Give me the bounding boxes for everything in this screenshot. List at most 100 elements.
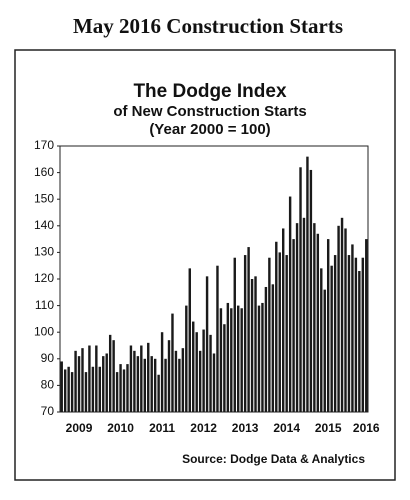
bar bbox=[361, 257, 365, 412]
bar bbox=[164, 358, 167, 412]
y-tick-label: 90 bbox=[41, 351, 55, 365]
bar bbox=[105, 353, 108, 412]
bar bbox=[313, 223, 316, 412]
bar bbox=[282, 228, 285, 412]
bar bbox=[178, 358, 181, 412]
bar bbox=[70, 372, 74, 412]
bar bbox=[288, 196, 292, 412]
bar bbox=[268, 257, 271, 412]
bar bbox=[174, 350, 178, 412]
bar bbox=[74, 350, 77, 412]
bar bbox=[330, 265, 333, 412]
bar bbox=[243, 255, 247, 412]
bar bbox=[209, 334, 212, 412]
page-title: May 2016 Construction Starts bbox=[73, 14, 343, 38]
bar bbox=[323, 289, 326, 412]
bar bbox=[233, 257, 236, 412]
bar bbox=[223, 324, 226, 412]
bar bbox=[185, 305, 188, 412]
bar bbox=[202, 329, 205, 412]
bar bbox=[205, 276, 209, 412]
bar bbox=[337, 225, 340, 412]
y-tick-label: 140 bbox=[34, 218, 54, 232]
y-tick-label: 70 bbox=[41, 404, 55, 418]
bar bbox=[275, 241, 278, 412]
bar bbox=[91, 366, 95, 412]
bar bbox=[77, 356, 81, 412]
bar bbox=[302, 217, 306, 412]
bar bbox=[198, 350, 202, 412]
bar bbox=[108, 334, 112, 412]
y-tick-label: 160 bbox=[34, 165, 54, 179]
bar bbox=[150, 356, 153, 412]
bar bbox=[126, 364, 129, 412]
x-tick-label: 2016 bbox=[353, 421, 380, 435]
bar bbox=[181, 348, 185, 412]
bar bbox=[237, 305, 240, 412]
bar bbox=[326, 239, 330, 412]
bar bbox=[354, 257, 358, 412]
bar bbox=[115, 372, 119, 412]
bar bbox=[147, 342, 150, 412]
y-tick-label: 130 bbox=[34, 245, 54, 259]
bar bbox=[167, 340, 171, 412]
bar bbox=[261, 302, 264, 412]
bar bbox=[188, 268, 191, 412]
bar bbox=[140, 345, 143, 412]
bar bbox=[112, 340, 115, 412]
bar bbox=[157, 374, 160, 412]
bar bbox=[230, 308, 233, 412]
y-tick-label: 100 bbox=[34, 324, 54, 338]
bar bbox=[240, 308, 243, 412]
bar bbox=[344, 228, 347, 412]
bar bbox=[67, 366, 70, 412]
bar bbox=[88, 345, 91, 412]
bar bbox=[247, 247, 250, 412]
bar bbox=[351, 244, 354, 412]
bar bbox=[254, 276, 257, 412]
bar bbox=[153, 358, 157, 412]
x-tick-label: 2014 bbox=[273, 421, 300, 435]
source: Source: Dodge Data & Analytics bbox=[182, 452, 365, 466]
bar bbox=[192, 321, 195, 412]
bar bbox=[278, 252, 281, 412]
bar bbox=[299, 167, 302, 412]
bar bbox=[98, 366, 102, 412]
bar bbox=[160, 332, 164, 412]
bar bbox=[358, 271, 361, 412]
bar bbox=[316, 233, 320, 412]
bar bbox=[347, 255, 351, 412]
y-tick-label: 80 bbox=[41, 378, 55, 392]
x-tick-label: 2015 bbox=[315, 421, 342, 435]
bar bbox=[219, 308, 223, 412]
bar bbox=[119, 364, 122, 412]
bar bbox=[133, 350, 136, 412]
bar bbox=[195, 332, 198, 412]
chart-title: The Dodge Index bbox=[133, 81, 287, 102]
bar bbox=[216, 265, 219, 412]
bar bbox=[60, 361, 63, 412]
bar bbox=[171, 313, 174, 412]
bar bbox=[340, 217, 344, 412]
bar bbox=[102, 356, 105, 412]
bar bbox=[81, 348, 84, 412]
x-tick-label: 2013 bbox=[232, 421, 259, 435]
bar bbox=[257, 305, 261, 412]
chart-subtitle: (Year 2000 = 100) bbox=[149, 121, 270, 138]
bar bbox=[212, 353, 216, 412]
bar bbox=[365, 239, 368, 412]
x-tick-label: 2009 bbox=[66, 421, 93, 435]
y-tick-label: 120 bbox=[34, 271, 54, 285]
bar bbox=[333, 255, 337, 412]
x-tick-label: 2012 bbox=[190, 421, 217, 435]
bar bbox=[264, 286, 268, 412]
bar bbox=[320, 268, 323, 412]
bar bbox=[295, 223, 299, 412]
bar bbox=[309, 169, 313, 412]
y-tick-label: 150 bbox=[34, 191, 54, 205]
chart-frame bbox=[14, 49, 396, 481]
bar bbox=[292, 239, 295, 412]
bar bbox=[306, 156, 309, 412]
bar bbox=[285, 255, 288, 412]
